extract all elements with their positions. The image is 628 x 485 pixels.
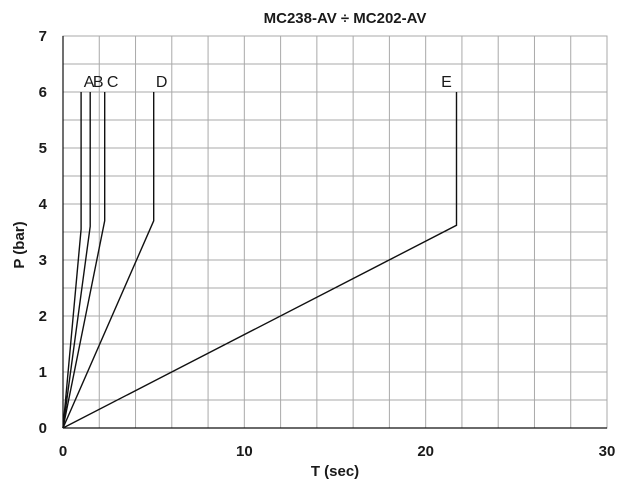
y-tick-label: 6: [39, 84, 47, 101]
series-line-b: [62, 92, 91, 429]
series-line-e: [62, 92, 458, 429]
x-tick-label: 10: [236, 443, 253, 460]
axes: [62, 36, 607, 429]
y-tick-label: 0: [39, 420, 47, 437]
grid: [62, 35, 608, 429]
x-tick-label: 0: [59, 443, 67, 460]
y-tick-label: 4: [39, 196, 48, 213]
tick-labels: 0 1 2 3 4 5 6 7 0 10 20 30: [39, 28, 616, 460]
x-tick-label: 20: [417, 443, 434, 460]
series-line-a: [62, 92, 82, 429]
y-tick-label: 1: [39, 364, 47, 381]
y-axis-title: P (bar): [11, 221, 28, 268]
series-line-d: [62, 92, 155, 429]
y-tick-label: 7: [39, 28, 47, 45]
series-label-b: B: [93, 74, 104, 91]
y-tick-label: 3: [39, 252, 47, 269]
series-label-d: D: [156, 74, 168, 91]
y-tick-label: 5: [39, 140, 47, 157]
series-label-c: C: [107, 74, 119, 91]
series-label-a: A: [84, 74, 95, 91]
x-axis-title: T (sec): [311, 463, 359, 480]
series-line-c: [62, 92, 106, 429]
series-label-e: E: [441, 74, 452, 91]
series-lines: AB C D E: [62, 74, 458, 429]
y-tick-label: 2: [39, 308, 47, 325]
chart-title: MC238-AV ÷ MC202-AV: [264, 10, 427, 27]
x-tick-label: 30: [599, 443, 616, 460]
